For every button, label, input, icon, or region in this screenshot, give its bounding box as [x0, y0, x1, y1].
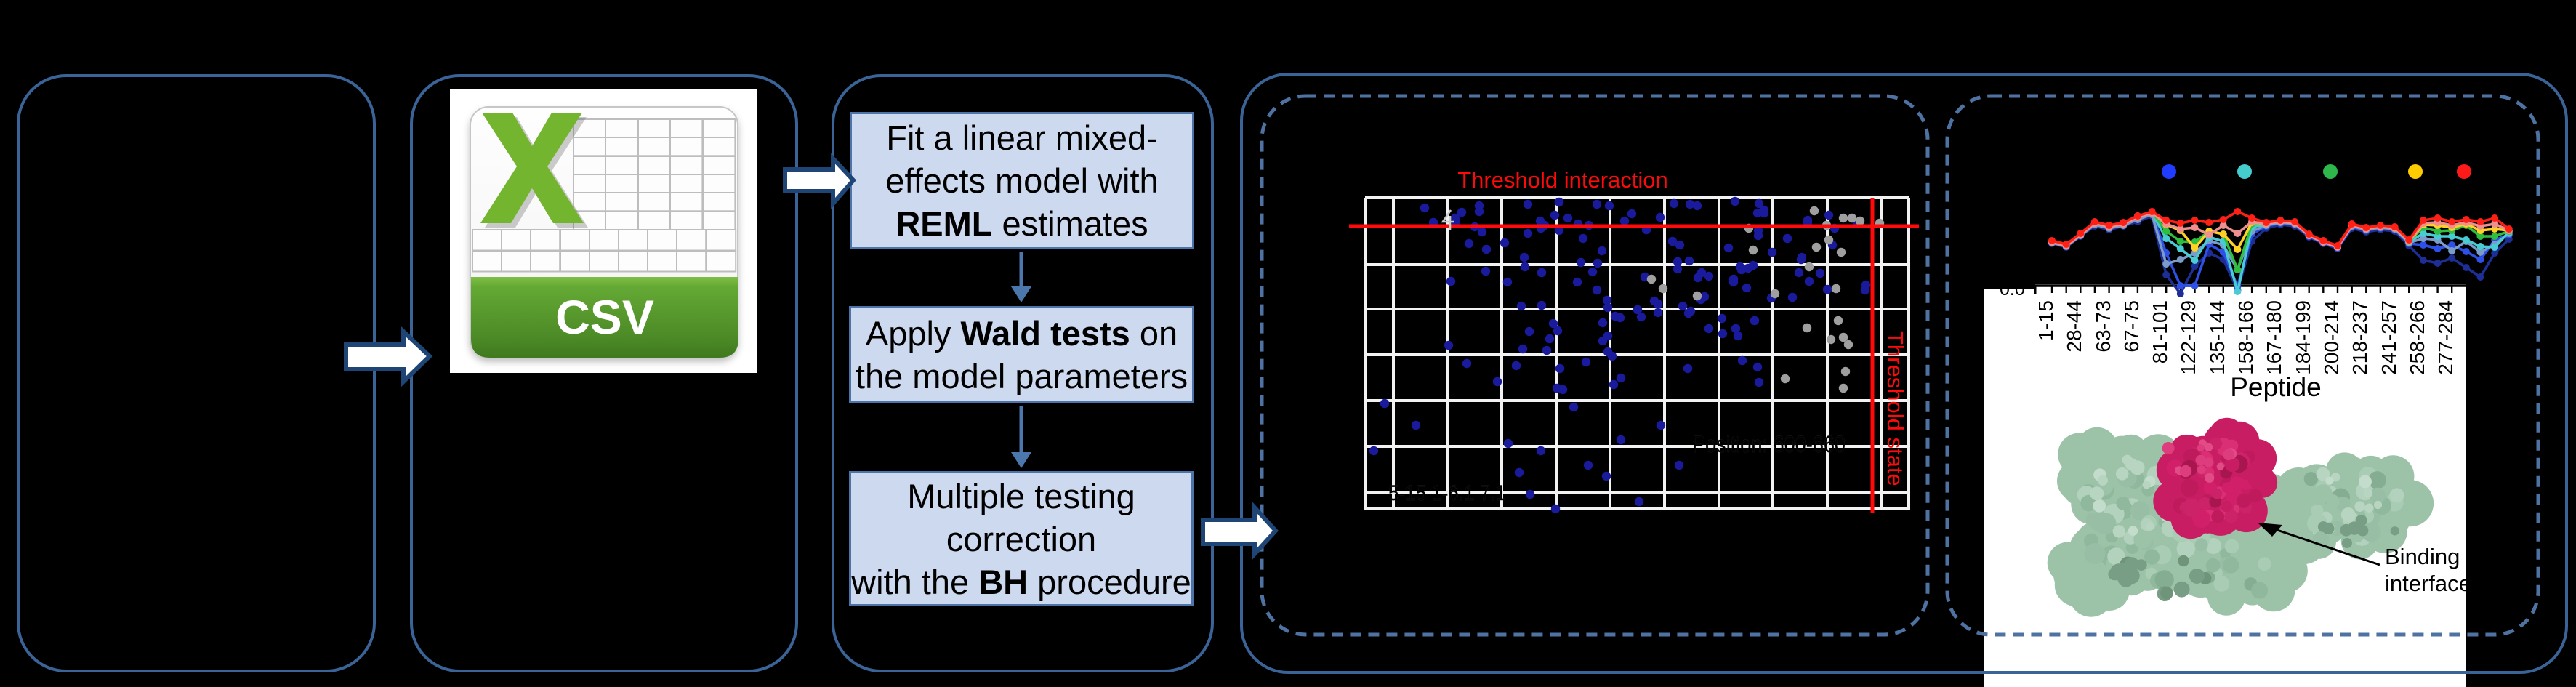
- svg-text:67-75: 67-75: [2120, 300, 2143, 353]
- svg-text:277-284: 277-284: [2434, 300, 2457, 375]
- svg-text:5-15 1-6.1 7.1: 5-15 1-6.1 7.1: [1388, 481, 1506, 505]
- svg-text:258-266: 258-266: [2406, 300, 2428, 375]
- svg-text:CSV: CSV: [555, 290, 654, 344]
- svg-text:Threshold state: Threshold state: [1883, 331, 1908, 486]
- svg-text:Binding: Binding: [2385, 544, 2460, 569]
- svg-text:218-237: 218-237: [2348, 300, 2371, 375]
- svg-text:184-199: 184-199: [2292, 300, 2314, 375]
- svg-text:interface: interface: [2385, 571, 2466, 596]
- svg-text:135-144: 135-144: [2206, 300, 2229, 375]
- svg-text:28-44: 28-44: [2063, 300, 2085, 353]
- svg-text:241-257: 241-257: [2378, 300, 2400, 375]
- svg-text:Peptide: Peptide: [2230, 372, 2322, 402]
- svg-text:122-129: 122-129: [2177, 300, 2199, 375]
- svg-text:158-166: 158-166: [2234, 300, 2257, 375]
- svg-text:63-73: 63-73: [2092, 300, 2114, 353]
- svg-text:Position: 600-660: Position: 600-660: [1692, 431, 1846, 457]
- svg-text:81-101: 81-101: [2149, 300, 2171, 363]
- svg-text:167-180: 167-180: [2263, 300, 2285, 375]
- svg-text:Threshold interaction: Threshold interaction: [1457, 167, 1668, 193]
- svg-text:200-214: 200-214: [2320, 300, 2343, 375]
- svg-text:1-15: 1-15: [2034, 300, 2057, 341]
